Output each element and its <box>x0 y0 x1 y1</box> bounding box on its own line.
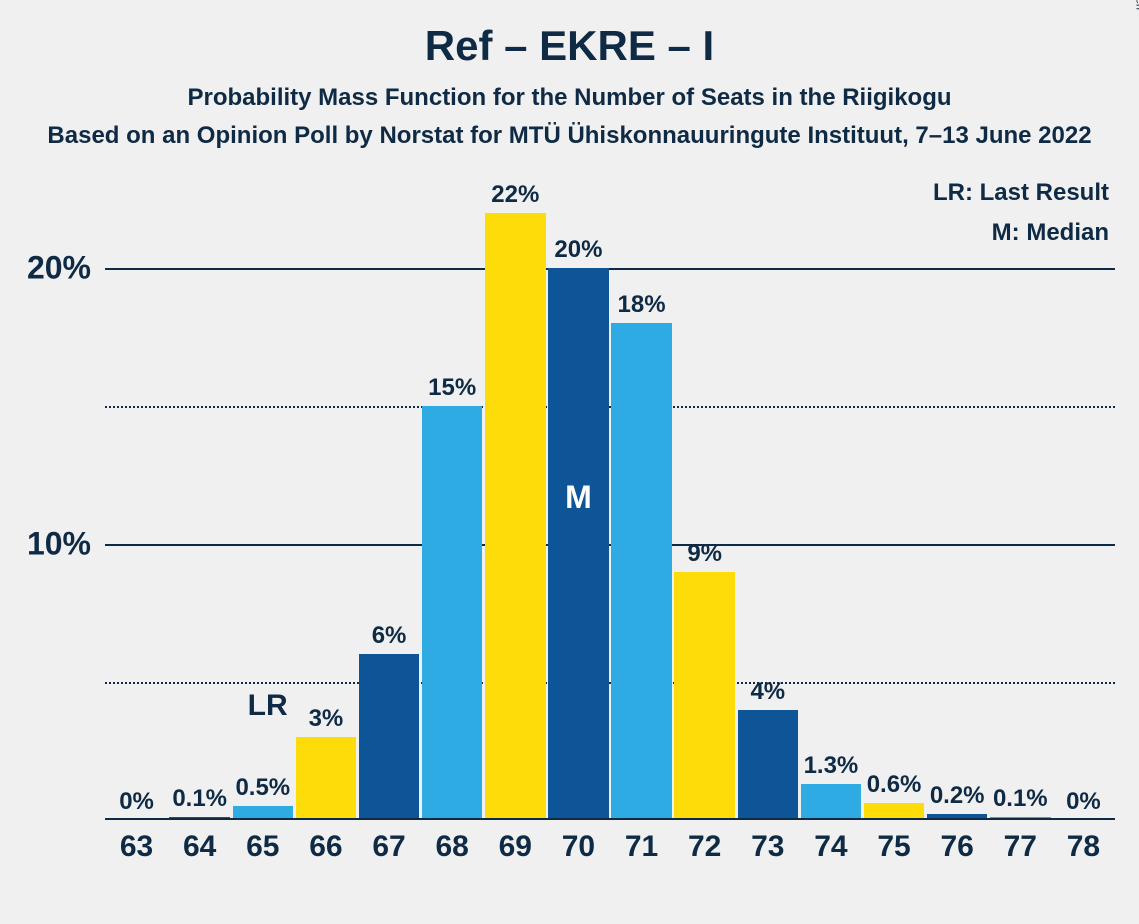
bar-value-label: 0% <box>1066 788 1101 820</box>
x-tick-label: 69 <box>499 820 532 864</box>
legend-lr: LR: Last Result <box>933 179 1109 207</box>
legend-m: M: Median <box>992 219 1109 247</box>
bar: 6% <box>359 654 420 820</box>
y-tick-label: 20% <box>27 249 105 286</box>
y-tick-label: 10% <box>27 525 105 562</box>
median-marker: M <box>565 479 592 516</box>
lr-marker-label: LR <box>248 689 288 723</box>
x-tick-label: 74 <box>814 820 847 864</box>
bar-value-label: 0.6% <box>867 771 922 803</box>
bar: 15% <box>422 406 483 820</box>
x-tick-label: 78 <box>1067 820 1100 864</box>
bar: 4% <box>738 710 799 820</box>
bar: 3% <box>296 737 357 820</box>
bar: 1.3% <box>801 784 862 820</box>
x-tick-label: 71 <box>625 820 658 864</box>
bar-value-label: 0% <box>119 788 154 820</box>
bar-value-label: 18% <box>618 291 666 323</box>
chart-subtitle-2: Based on an Opinion Poll by Norstat for … <box>0 122 1139 150</box>
bar-value-label: 0.1% <box>172 785 227 817</box>
x-tick-label: 66 <box>309 820 342 864</box>
x-tick-label: 65 <box>246 820 279 864</box>
bars-container: 0%0.1%0.5%3%6%15%22%20%M18%9%4%1.3%0.6%0… <box>105 185 1115 820</box>
bar-value-label: 9% <box>687 540 722 572</box>
copyright-text: © 2022 Filip van Laenen <box>1133 0 1139 10</box>
x-tick-label: 64 <box>183 820 216 864</box>
x-tick-label: 73 <box>751 820 784 864</box>
x-tick-label: 67 <box>372 820 405 864</box>
bar: 9% <box>674 572 735 820</box>
bar: 20%M <box>548 268 609 820</box>
x-tick-label: 76 <box>941 820 974 864</box>
x-tick-label: 68 <box>436 820 469 864</box>
bar-value-label: 0.1% <box>993 785 1048 817</box>
bar-value-label: 22% <box>491 181 539 213</box>
x-tick-label: 70 <box>562 820 595 864</box>
chart-plot-area: 0%0.1%0.5%3%6%15%22%20%M18%9%4%1.3%0.6%0… <box>105 185 1115 820</box>
x-tick-label: 75 <box>877 820 910 864</box>
bar-value-label: 20% <box>554 236 602 268</box>
bar-value-label: 1.3% <box>804 752 859 784</box>
bar-value-label: 3% <box>309 705 344 737</box>
bar-value-label: 15% <box>428 374 476 406</box>
bar-value-label: 4% <box>750 678 785 710</box>
x-tick-label: 63 <box>120 820 153 864</box>
bar-value-label: 0.5% <box>235 774 290 806</box>
x-tick-label: 77 <box>1004 820 1037 864</box>
bar-value-label: 0.2% <box>930 782 985 814</box>
x-tick-label: 72 <box>688 820 721 864</box>
bar: 22% <box>485 213 546 820</box>
bar-value-label: 6% <box>372 622 407 654</box>
chart-subtitle-1: Probability Mass Function for the Number… <box>0 84 1139 112</box>
chart-title: Ref – EKRE – I <box>0 0 1139 70</box>
bar: 18% <box>611 323 672 820</box>
